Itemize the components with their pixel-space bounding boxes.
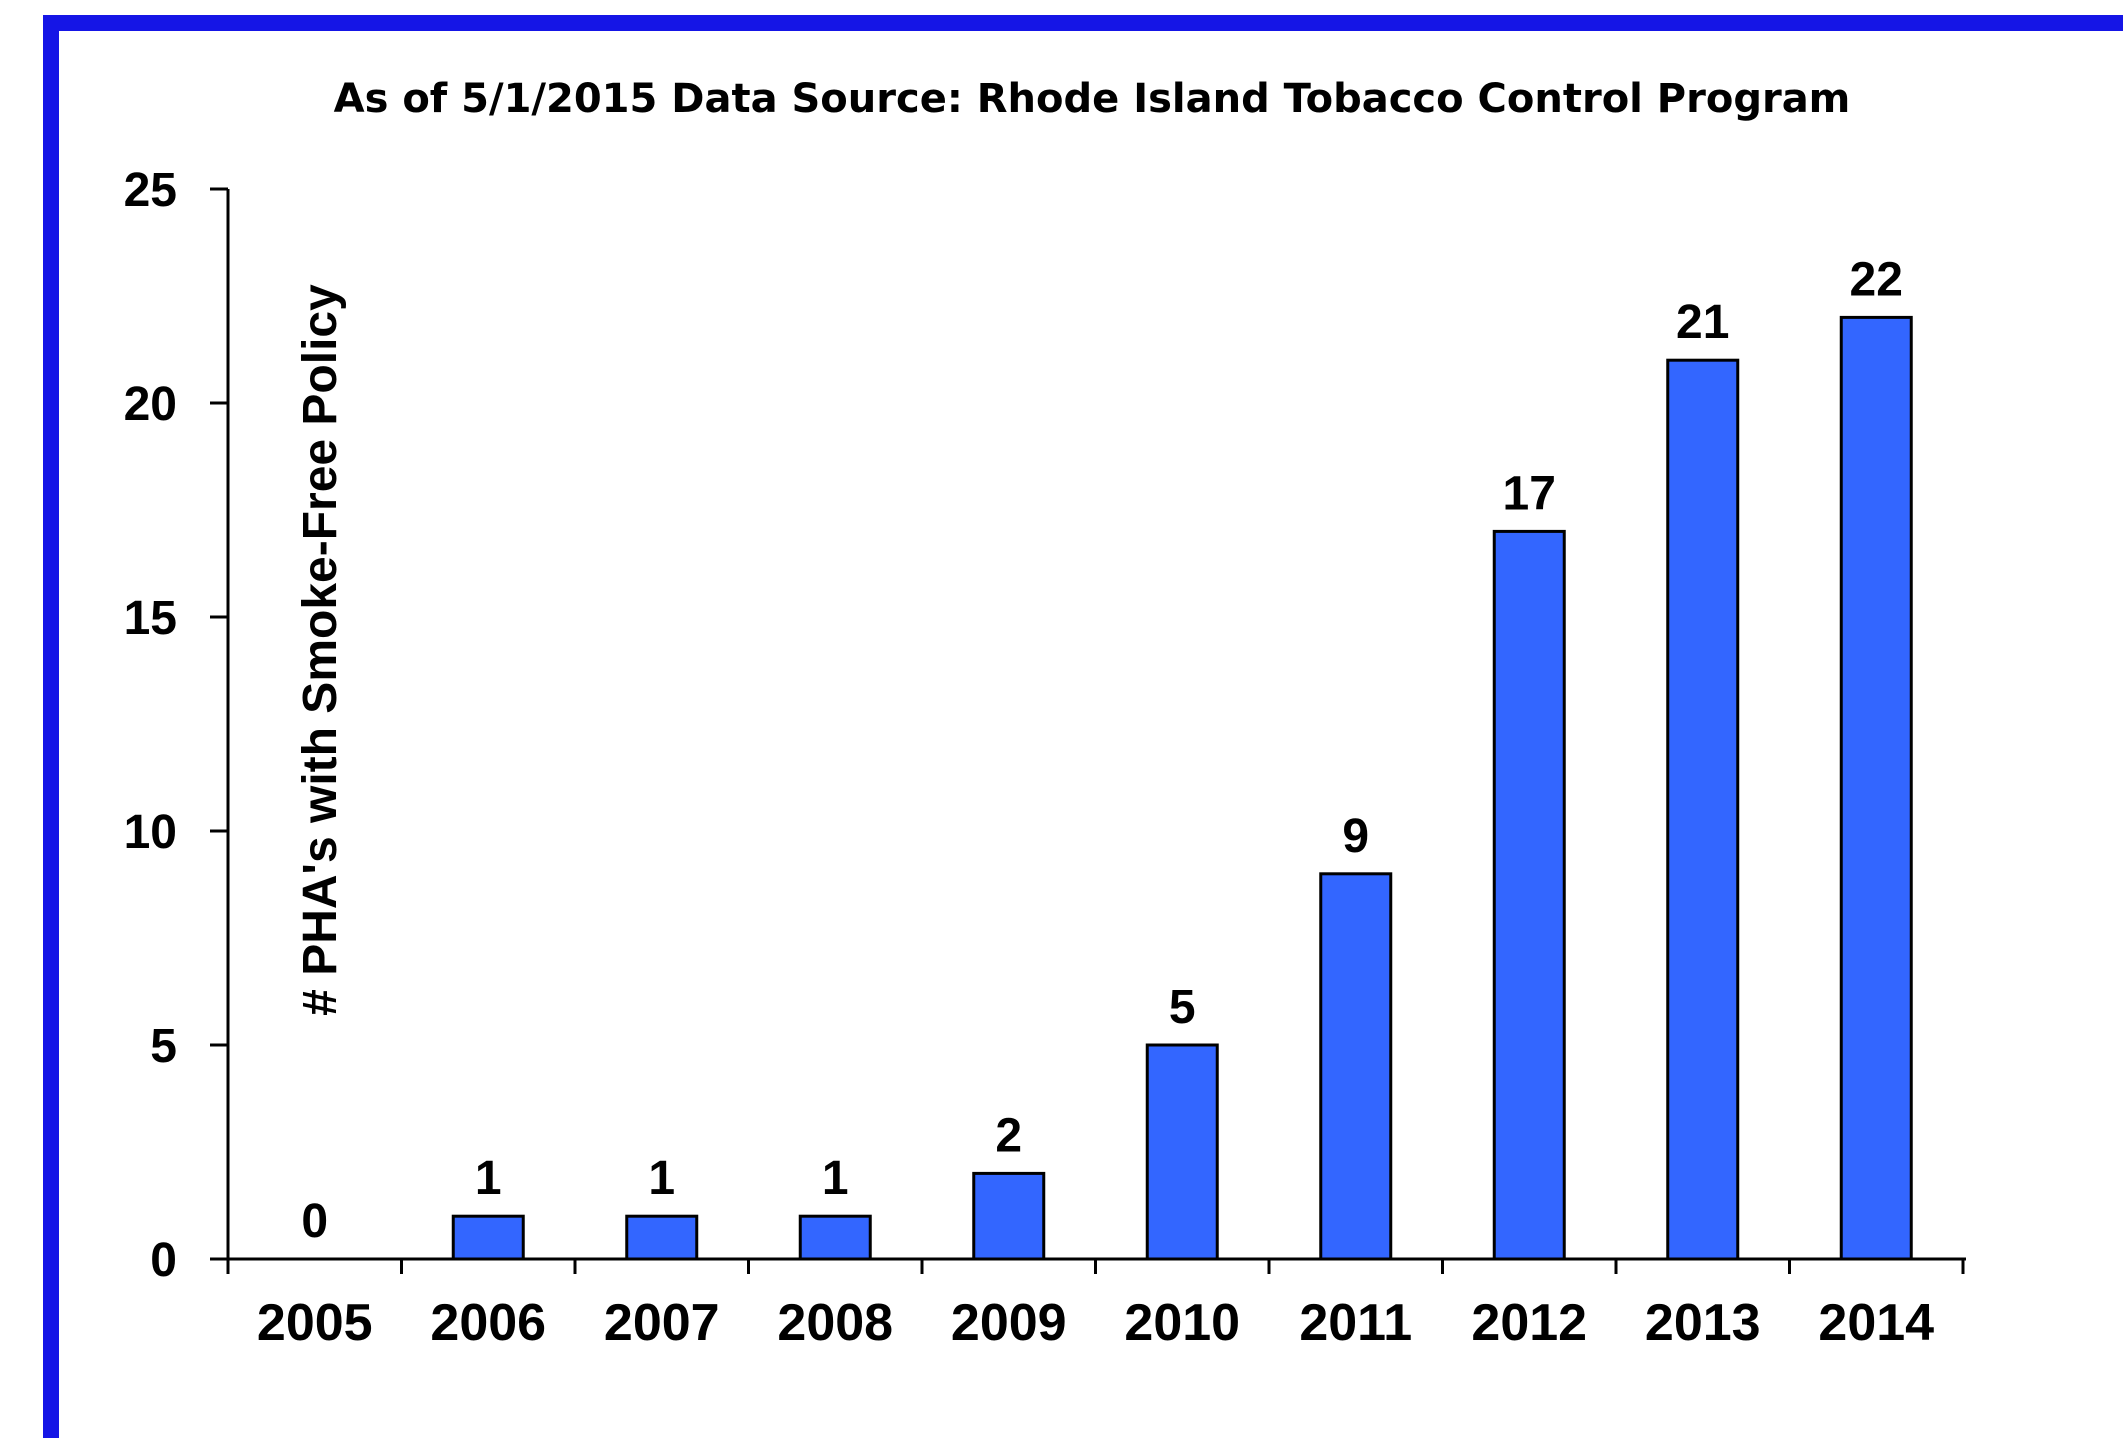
category-label-2008: 2008 [777, 1294, 893, 1352]
bar-2010 [1145, 1043, 1219, 1261]
category-label-2010: 2010 [1124, 1294, 1240, 1352]
bar-2013 [1666, 358, 1740, 1261]
category-label-2011: 2011 [1299, 1294, 1412, 1352]
data-label-2008: 1 [822, 1152, 849, 1205]
data-label-2010: 5 [1169, 981, 1196, 1034]
bar-2008 [798, 1214, 872, 1261]
bar-2006 [451, 1214, 525, 1261]
category-labels: 2005 2006 2007 2008 2009 2010 2011 2012 2013 2014 [257, 1294, 1934, 1352]
y-tick-label: 15 [124, 592, 177, 645]
bars [451, 315, 1913, 1261]
y-tick-label: 25 [124, 164, 177, 217]
bar-2007 [625, 1214, 699, 1261]
bar-2014 [1839, 315, 1913, 1261]
data-label-2012: 17 [1503, 467, 1556, 520]
data-labels: 0 1 1 1 2 5 9 17 21 22 [301, 253, 1903, 1248]
bar-2009 [972, 1171, 1046, 1261]
category-label-2006: 2006 [430, 1294, 546, 1352]
data-label-2009: 2 [995, 1109, 1022, 1162]
x-axis-ticks [226, 1259, 1965, 1274]
category-label-2014: 2014 [1818, 1294, 1934, 1352]
y-tick-label: 10 [124, 806, 177, 859]
data-label-2005: 0 [301, 1195, 328, 1248]
bar-2012 [1492, 529, 1566, 1261]
category-label-2013: 2013 [1645, 1294, 1761, 1352]
y-axis-ticks: 0 5 10 15 20 25 [124, 164, 228, 1287]
bar-2011 [1319, 872, 1393, 1261]
y-tick-label: 20 [124, 378, 177, 431]
y-axis-title: # PHA's with Smoke-Free Policy [294, 284, 347, 1016]
y-tick-label: 0 [150, 1234, 177, 1287]
chart-title: As of 5/1/2015 Data Source: Rhode Island… [334, 76, 1851, 122]
category-label-2009: 2009 [951, 1294, 1067, 1352]
data-label-2006: 1 [475, 1152, 502, 1205]
y-tick-label: 5 [150, 1020, 177, 1073]
frame-border [43, 15, 2123, 1438]
category-label-2012: 2012 [1471, 1294, 1587, 1352]
data-label-2013: 21 [1676, 296, 1729, 349]
category-label-2005: 2005 [257, 1294, 373, 1352]
data-label-2007: 1 [648, 1152, 675, 1205]
data-label-2014: 22 [1850, 253, 1903, 306]
data-label-2011: 9 [1342, 810, 1369, 863]
category-label-2007: 2007 [604, 1294, 720, 1352]
